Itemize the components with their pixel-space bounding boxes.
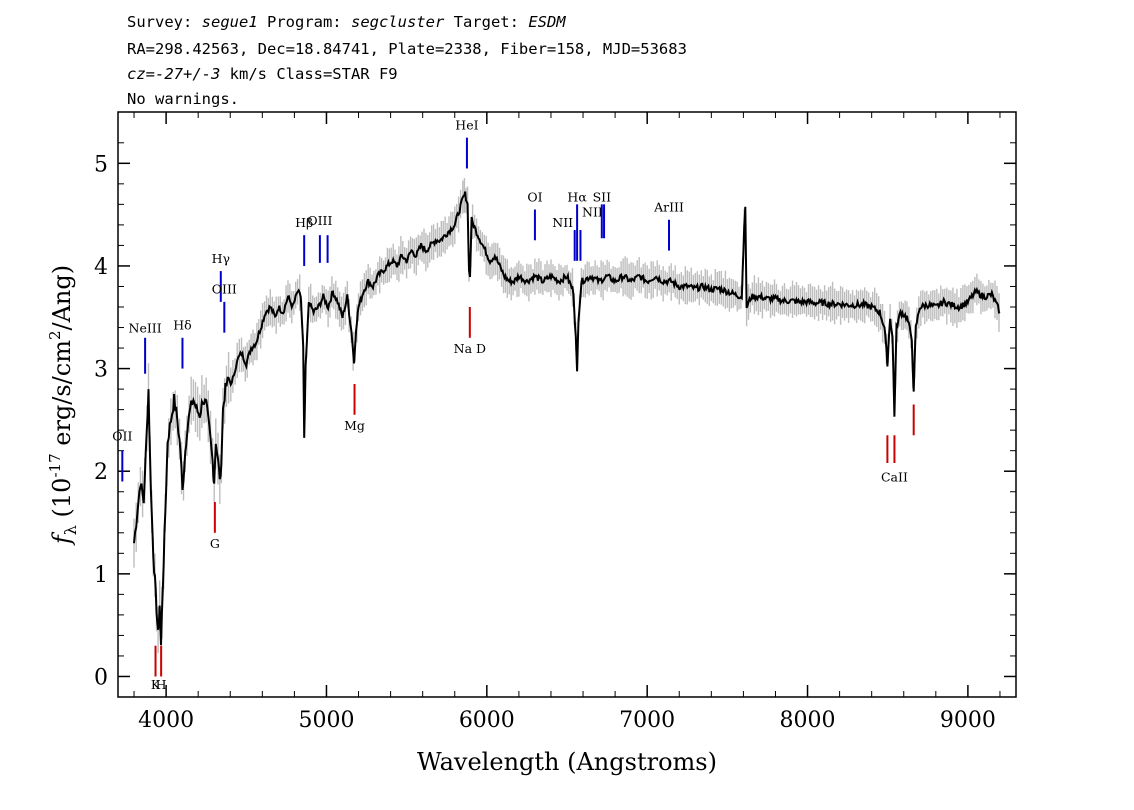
line-marker-label: OIII (307, 213, 332, 228)
line-marker-label: OII (112, 428, 132, 443)
axes: 4000 5000 6000 7000 8000 9000 0 1 2 3 4 5 (94, 112, 1016, 733)
header-line-warnings: No warnings. (127, 90, 239, 108)
header-line-survey: Survey: segue1 Program: segcluster Targe… (127, 13, 566, 31)
line-marker-label: NII (552, 215, 573, 230)
header-line-redshift-class: cz=-27+/-3 km/s Class=STAR F9 (127, 65, 398, 83)
x-tick-label: 7000 (619, 708, 675, 733)
line-marker-label: Hα (567, 189, 587, 204)
line-marker-label: ArIII (653, 200, 684, 215)
line-marker-label: G (210, 536, 220, 551)
y-tick-label: 0 (94, 665, 108, 690)
line-marker-label: K (151, 677, 161, 692)
x-axis-title: Wavelength (Angstroms) (417, 748, 717, 776)
line-marker-label: Na D (454, 341, 486, 356)
line-marker-label: Hδ (173, 318, 191, 333)
y-tick-label: 2 (94, 460, 108, 485)
line-marker-label: CaII (881, 469, 908, 484)
absorption-line-markers: KH G Mg Na D CaII (151, 307, 915, 692)
line-marker-label: Hβ (295, 215, 313, 230)
line-marker-label: OI (527, 189, 542, 204)
line-marker-label: NII (582, 205, 603, 220)
line-marker-label: SII (593, 189, 612, 204)
y-axis-title: fλ (10-17 erg/s/cm2/Ang) (46, 265, 80, 546)
header-line-coords: RA=298.42563, Dec=18.84741, Plate=2338, … (127, 40, 687, 58)
y-tick-label: 1 (94, 563, 108, 588)
x-tick-label: 9000 (940, 708, 996, 733)
line-marker-label: NeIII (129, 321, 162, 336)
line-marker-label: OIII (212, 282, 237, 297)
x-tick-label: 8000 (780, 708, 836, 733)
y-tick-label: 5 (94, 152, 108, 177)
x-tick-label: 6000 (459, 708, 515, 733)
series-line-flux (133, 191, 1001, 646)
y-tick-label: 3 (94, 358, 108, 383)
x-tick-label: 5000 (298, 708, 354, 733)
header-block: Survey: segue1 Program: segcluster Targe… (127, 13, 687, 108)
y-tick-label: 4 (94, 255, 108, 280)
plot-frame (117, 111, 1017, 698)
line-marker-label: H (156, 677, 167, 692)
x-tick-label: 4000 (138, 708, 194, 733)
line-marker-label: Hγ (212, 251, 230, 266)
plot-area: 4000 5000 6000 7000 8000 9000 0 1 2 3 4 5 Wavelength… (46, 111, 1017, 776)
line-marker-label: Mg (344, 418, 365, 433)
error-band (133, 178, 1000, 654)
line-marker-label: HeI (455, 117, 478, 132)
